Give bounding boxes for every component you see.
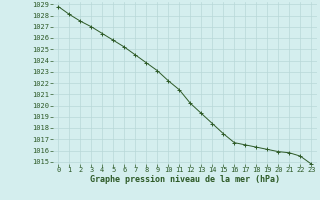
X-axis label: Graphe pression niveau de la mer (hPa): Graphe pression niveau de la mer (hPa) — [90, 175, 280, 184]
